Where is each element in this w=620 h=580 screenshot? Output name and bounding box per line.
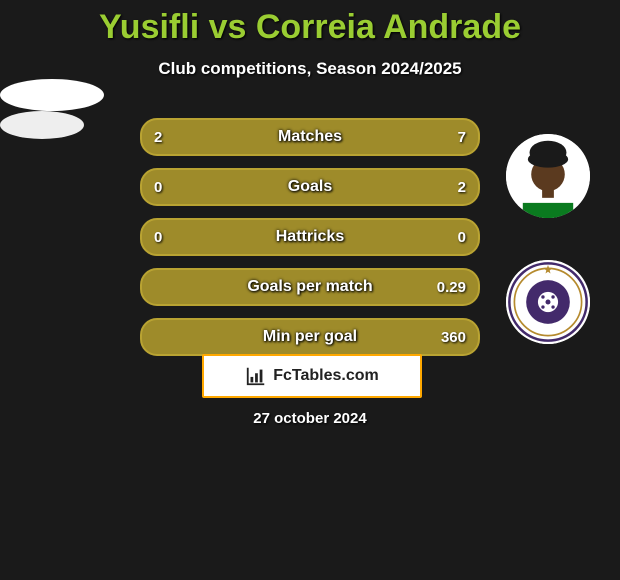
stat-label: Goals	[142, 170, 478, 204]
page-title: Yusifli vs Correia Andrade	[0, 0, 620, 47]
stat-value-right: 360	[441, 320, 466, 354]
stat-value-right: 7	[458, 120, 466, 154]
stat-label: Min per goal	[142, 320, 478, 354]
stat-bar: Matches2 7	[140, 118, 480, 156]
stat-value-right: 0.29	[437, 270, 466, 304]
stat-bar: Goals per match0.29	[140, 268, 480, 306]
stats-bars: Matches27Goals02Hattricks00Goals per mat…	[140, 118, 480, 368]
right-player-avatar	[506, 134, 590, 218]
brand-text: FcTables.com	[273, 367, 379, 385]
brand-box[interactable]: FcTables.com	[202, 354, 422, 398]
left-player-avatar	[0, 79, 104, 111]
stat-label: Hattricks	[142, 220, 478, 254]
right-club-avatar	[506, 260, 590, 344]
stat-label: Goals per match	[142, 270, 478, 304]
brand-logo: FcTables.com	[245, 365, 379, 387]
left-club-avatar	[0, 111, 84, 139]
bar-chart-icon	[245, 365, 267, 387]
stat-label: Matches	[142, 120, 478, 154]
stat-value-left: 0	[154, 170, 162, 204]
page-subtitle: Club competitions, Season 2024/2025	[0, 59, 620, 79]
stat-bar: Min per goal360	[140, 318, 480, 356]
stat-bar: Goals0 2	[140, 168, 480, 206]
stat-value-left: 0	[154, 220, 162, 254]
stat-value-right: 0	[458, 220, 466, 254]
stat-value-right: 2	[458, 170, 466, 204]
stat-bar: Hattricks0 0	[140, 218, 480, 256]
snapshot-date: 27 october 2024	[0, 410, 620, 427]
stat-value-left: 2	[154, 120, 162, 154]
